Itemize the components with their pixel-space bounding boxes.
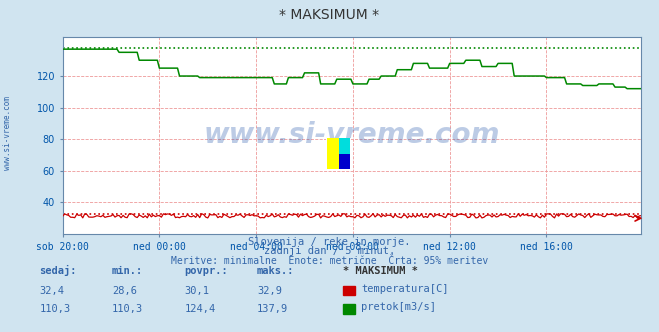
Text: Meritve: minimalne  Enote: metrične  Črta: 95% meritev: Meritve: minimalne Enote: metrične Črta:… xyxy=(171,256,488,266)
Text: sedaj:: sedaj: xyxy=(40,265,77,276)
Text: 32,4: 32,4 xyxy=(40,286,65,296)
Text: maks.:: maks.: xyxy=(257,266,295,276)
Text: povpr.:: povpr.: xyxy=(185,266,228,276)
Bar xyxy=(328,138,339,169)
Text: * MAKSIMUM *: * MAKSIMUM * xyxy=(343,266,418,276)
Text: 110,3: 110,3 xyxy=(40,304,71,314)
Bar xyxy=(339,138,350,153)
Text: www.si-vreme.com: www.si-vreme.com xyxy=(3,96,13,170)
Text: * MAKSIMUM *: * MAKSIMUM * xyxy=(279,8,380,22)
Text: 32,9: 32,9 xyxy=(257,286,282,296)
Text: min.:: min.: xyxy=(112,266,143,276)
Text: 30,1: 30,1 xyxy=(185,286,210,296)
Text: www.si-vreme.com: www.si-vreme.com xyxy=(204,121,500,149)
Text: pretok[m3/s]: pretok[m3/s] xyxy=(361,302,436,312)
Bar xyxy=(339,153,350,169)
Text: 110,3: 110,3 xyxy=(112,304,143,314)
Text: 137,9: 137,9 xyxy=(257,304,288,314)
Text: temperatura[C]: temperatura[C] xyxy=(361,284,449,294)
Text: 124,4: 124,4 xyxy=(185,304,215,314)
Text: 28,6: 28,6 xyxy=(112,286,137,296)
Text: Slovenija / reke in morje.: Slovenija / reke in morje. xyxy=(248,237,411,247)
Text: zadnji dan / 5 minut.: zadnji dan / 5 minut. xyxy=(264,246,395,256)
